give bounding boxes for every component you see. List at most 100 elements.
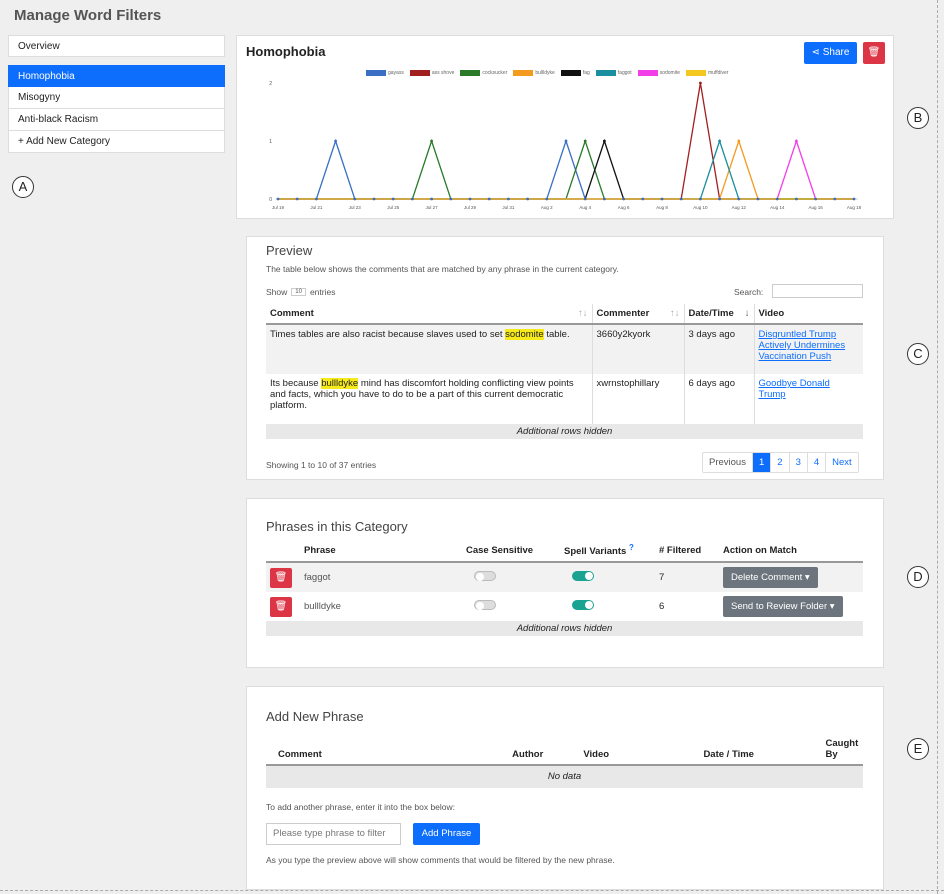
- sidebar-item-homophobia[interactable]: Homophobia: [8, 65, 225, 87]
- pager-page-1[interactable]: 1: [751, 453, 771, 472]
- pager-next[interactable]: Next: [825, 453, 858, 472]
- action-dropdown[interactable]: Delete Comment ▾: [723, 567, 818, 589]
- col-action: Action on Match: [719, 539, 863, 564]
- legend-label: ass shove: [431, 70, 455, 76]
- data-point: [737, 139, 741, 143]
- data-point: [603, 139, 606, 143]
- legend-item[interactable]: cocksucker: [460, 70, 507, 76]
- sidebar-item-misogyny[interactable]: Misogyny: [8, 87, 225, 109]
- sidebar-item-anti-black-racism[interactable]: Anti-black Racism: [8, 109, 225, 131]
- data-point: [276, 197, 280, 201]
- comment-cell: Its because bullldyke mind has discomfor…: [270, 378, 574, 411]
- region-label-e: E: [907, 738, 929, 760]
- search-input[interactable]: [772, 284, 863, 298]
- info-icon[interactable]: ?: [628, 543, 634, 552]
- data-point: [756, 197, 760, 201]
- legend-item[interactable]: ass shove: [409, 70, 455, 76]
- legend-item[interactable]: fag: [560, 70, 590, 76]
- region-label-c: C: [907, 343, 929, 365]
- data-point: [411, 197, 414, 201]
- new-phrase-input[interactable]: Please type phrase to filter: [266, 823, 401, 845]
- trash-icon: 🗑: [274, 571, 288, 583]
- legend-swatch: [460, 70, 481, 76]
- page-title: Manage Word Filters: [14, 7, 162, 24]
- col-video[interactable]: Video: [753, 304, 863, 325]
- data-point: [603, 197, 606, 201]
- legend-label: gayass: [388, 70, 404, 76]
- hidden-rows-indicator: Additional rows hidden: [266, 621, 863, 637]
- video-cell: Disgruntled Trump Actively Undermines Va…: [753, 324, 863, 374]
- data-point: [852, 197, 856, 201]
- legend-swatch: [409, 70, 430, 76]
- legend-item[interactable]: gayass: [366, 70, 404, 76]
- chart-legend: gayass ass shove cocksucker bullldyke fag fag…: [366, 70, 728, 76]
- delete-phrase-button[interactable]: 🗑: [270, 567, 292, 588]
- pager-previous[interactable]: Previous: [709, 457, 746, 468]
- showing-entries: Showing 1 to 10 of 37 entries: [266, 460, 377, 470]
- share-button[interactable]: ⋖ Share: [804, 42, 857, 64]
- filtered-count: 6: [659, 601, 665, 613]
- data-point: [449, 197, 453, 201]
- data-point: [660, 197, 664, 201]
- legend-label: bullldyke: [535, 70, 555, 76]
- add-phrase-button[interactable]: Add Phrase: [413, 823, 480, 845]
- pager-page-4[interactable]: 4: [806, 453, 825, 472]
- legend-swatch: [595, 70, 616, 76]
- phrases-table: Phrase Case Sensitive Spell Variants ? #…: [266, 539, 863, 637]
- phrase-cell: faggot: [304, 572, 331, 584]
- data-point: [718, 139, 721, 143]
- legend-label: faggot: [617, 70, 632, 76]
- col-filtered: # Filtered: [655, 539, 719, 564]
- data-point: [468, 197, 472, 201]
- legend-swatch: [513, 70, 534, 76]
- spell-variants-toggle[interactable]: [572, 600, 594, 611]
- col-commenter[interactable]: Commenter ↑↓: [591, 304, 684, 325]
- legend-item[interactable]: faggot: [595, 70, 632, 76]
- col-comment[interactable]: Comment ↑↓: [266, 304, 592, 325]
- trash-icon: 🗑: [867, 47, 881, 58]
- add-phrase-title: Add New Phrase: [266, 709, 364, 724]
- col-datetime[interactable]: Date/Time ↓: [683, 304, 754, 325]
- spell-variants-toggle[interactable]: [572, 571, 594, 582]
- series-line-sodomite: [278, 138, 854, 200]
- case-sensitive-toggle[interactable]: [474, 600, 496, 611]
- video-link[interactable]: Goodbye Donald Trump: [758, 378, 830, 400]
- pager-page-2[interactable]: 2: [770, 453, 788, 472]
- x-tick-label: Aug 4: [579, 205, 591, 210]
- data-point: [737, 197, 741, 201]
- delete-phrase-button[interactable]: 🗑: [270, 596, 292, 617]
- region-label-b: B: [907, 107, 929, 129]
- video-link[interactable]: Disgruntled Trump Actively Undermines Va…: [758, 329, 846, 362]
- data-point: [334, 139, 337, 143]
- region-label-a: A: [12, 176, 34, 198]
- delete-category-button[interactable]: 🗑: [863, 42, 885, 64]
- data-point: [795, 139, 798, 143]
- hidden-rows-indicator: Additional rows hidden: [266, 424, 863, 439]
- frame-border-bottom: [0, 890, 944, 891]
- sidebar-item-overview[interactable]: Overview: [8, 35, 225, 57]
- x-tick-label: Aug 12: [732, 205, 747, 210]
- data-point: [295, 197, 299, 201]
- trash-icon: 🗑: [274, 600, 288, 612]
- data-point: [795, 197, 798, 201]
- data-point: [622, 197, 625, 201]
- sidebar-item-add-category[interactable]: + Add New Category: [8, 131, 225, 153]
- legend-item[interactable]: sodomite: [637, 70, 680, 76]
- add-phrase-footnote: As you type the preview above will show …: [266, 855, 615, 865]
- x-tick-label: Jul 23: [349, 205, 362, 210]
- case-sensitive-toggle[interactable]: [474, 571, 496, 582]
- legend-item[interactable]: bullldyke: [513, 70, 555, 76]
- action-dropdown[interactable]: Send to Review Folder ▾: [723, 596, 843, 618]
- x-tick-label: Jul 27: [426, 205, 439, 210]
- x-tick-label: Jul 25: [387, 205, 400, 210]
- pager-page-3[interactable]: 3: [788, 453, 807, 472]
- pagination: Previous 1 2 3 4 Next: [702, 452, 859, 473]
- add-phrase-preview-table: Comment Author Video Date / Time Caught …: [266, 734, 863, 788]
- legend-item[interactable]: muffdiver: [686, 70, 728, 76]
- x-tick-label: Aug 8: [656, 205, 668, 210]
- legend-swatch: [366, 70, 386, 76]
- add-phrase-instruction: To add another phrase, enter it into the…: [266, 802, 456, 812]
- entries-select[interactable]: 10: [291, 288, 306, 296]
- data-point: [679, 197, 683, 201]
